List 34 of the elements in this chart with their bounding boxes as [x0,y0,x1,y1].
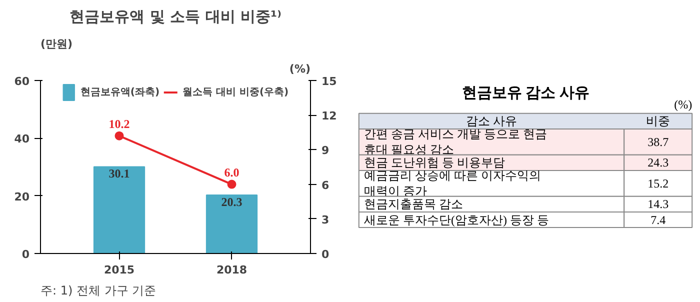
chart-title: 현금보유액 및 소득 대비 비중¹⁾ [70,8,282,26]
data-label: 38.7 [648,134,669,149]
y-tick-label: 40 [14,132,30,146]
x-tick-label: 2015 [104,264,135,276]
data-label: 7.4 [650,212,666,227]
y2-axis-title: (%) [289,62,310,76]
y2-tick-label: 12 [322,110,337,123]
y-tick-label: 0 [22,248,30,261]
data-label: 24.3 [648,156,669,170]
text: 감소 사유 [466,114,517,128]
data-label: 14.3 [648,197,669,212]
data-label: 30.1 [108,166,130,181]
y-tick-label: 20 [14,190,30,204]
category-label: 현금 도난위험 등 비용부담 [364,156,505,170]
y-axis-title: (만원) [40,38,73,50]
data-label: 10.2 [108,116,130,131]
text: (%) [674,98,692,112]
text: 비중 [646,114,670,128]
text: 현금보유 감소 사유 [462,86,590,102]
y2-tick-label: 0 [322,248,330,261]
y2-tick-label: 9 [322,144,330,158]
legend-label: 월소득 대비 비중(우축) [182,86,289,99]
legend-label: 현금보유액(좌축) [80,86,160,99]
y-tick-label: 60 [14,75,30,88]
data-label: 20.3 [221,194,242,209]
data-label: 6.0 [224,165,240,180]
category-label: 새로운 투자수단(암호자산) 등장 등 [364,212,549,227]
text: 주: 1) 전체 가구 기준 [40,284,156,298]
x-tick-label: 2018 [216,264,248,276]
y2-tick-label: 3 [322,213,330,226]
y2-tick-label: 6 [322,178,330,192]
data-label: 15.2 [648,176,669,190]
y2-tick-label: 15 [322,75,337,88]
category-label: 현금지출품목 감소 [364,197,463,212]
